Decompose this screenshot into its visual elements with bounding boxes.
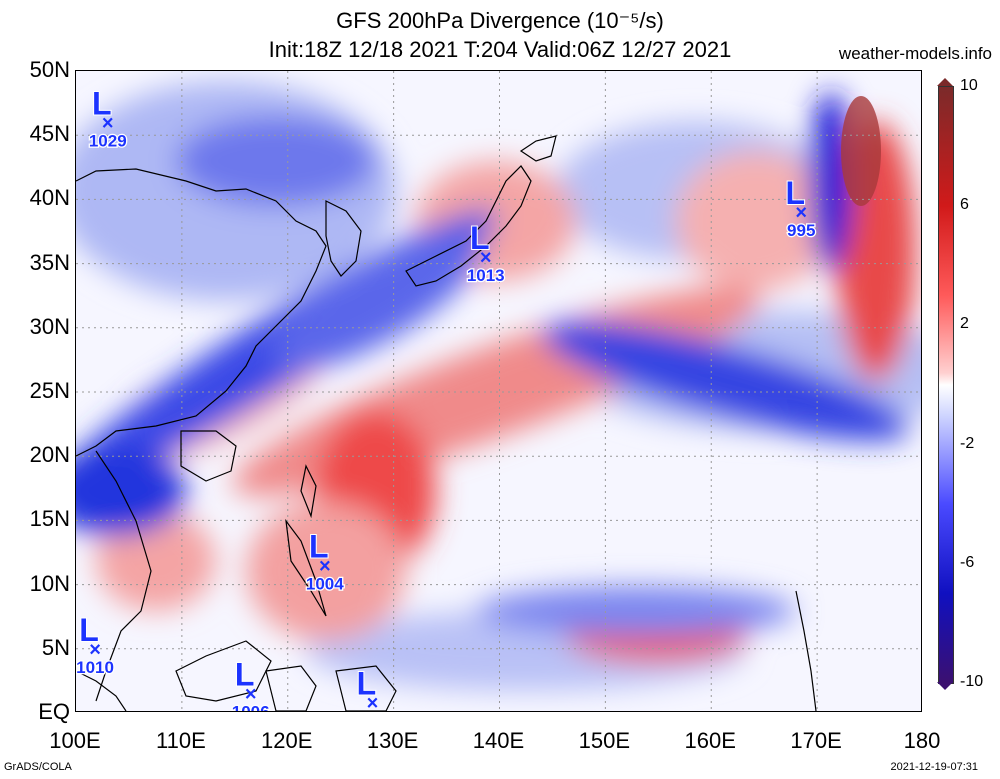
low-marker: L×995 (784, 174, 816, 241)
low-center-mark: × (319, 555, 331, 577)
longitude-label: 160E (684, 728, 736, 753)
low-pressure-markers: L×1029L×1013L×995L×1004L×1010L×1006L×100… (76, 84, 817, 712)
colorbar-tick-label: 6 (960, 196, 969, 214)
low-pressure-value: 1006 (232, 703, 270, 712)
site-watermark: weather-models.info (838, 44, 992, 63)
colorbar-tick-label: -2 (960, 434, 975, 452)
low-marker: L×1006 (352, 665, 392, 712)
low-letter: L (309, 528, 329, 564)
longitude-label: 120E (261, 728, 313, 753)
low-pressure-value: 1004 (306, 574, 344, 593)
low-letter: L (92, 85, 112, 121)
low-center-mark: × (480, 247, 492, 269)
colorbar-tick-label: 2 (960, 315, 969, 333)
map-svg: L×1029L×1013L×995L×1004L×1010L×1006L×100… (76, 71, 921, 712)
low-center-mark: × (102, 112, 114, 134)
low-pressure-value: 995 (787, 221, 815, 240)
low-center-mark: × (795, 202, 807, 224)
low-letter: L (357, 666, 377, 702)
latitude-label: EQ (38, 699, 70, 724)
low-marker: L×1006 (231, 656, 271, 712)
low-marker: L×1029 (88, 84, 128, 151)
longitude-label: 150E (578, 728, 631, 753)
low-center-mark: × (89, 639, 101, 661)
longitude-label: 170E (790, 728, 842, 753)
colorbar-tick-label: -10 (960, 673, 984, 690)
gridlines (76, 71, 921, 711)
coastlines (76, 135, 817, 711)
low-letter: L (235, 657, 255, 693)
low-letter: L (470, 220, 490, 256)
low-marker: L×1004 (305, 527, 346, 594)
divergence-field (76, 81, 921, 691)
chart-subtitle: Init:18Z 12/18 2021 T:204 Valid:06Z 12/2… (268, 37, 732, 62)
colorbar-tick-label: -6 (960, 553, 975, 571)
low-center-mark: × (245, 684, 257, 706)
colorbar-bottom-arrow (937, 682, 953, 690)
latitude-label: 20N (29, 442, 70, 468)
latitude-label: 50N (29, 57, 70, 82)
longitude-label: 100E (49, 728, 101, 753)
low-center-mark: × (367, 693, 379, 712)
latitude-label: 25N (29, 378, 70, 403)
colorbar-top-arrow (937, 78, 953, 86)
low-pressure-value: 1013 (467, 266, 505, 285)
footer-credit: GrADS/COLA (4, 761, 72, 773)
latitude-label: 5N (41, 634, 70, 660)
low-pressure-value: 1029 (89, 131, 127, 150)
divergence-map: L×1029L×1013L×995L×1004L×1010L×1006L×100… (75, 70, 922, 712)
latitude-label: 45N (29, 121, 70, 147)
longitude-label: 180 (903, 728, 941, 753)
colorbar (938, 86, 954, 684)
longitude-label: 130E (366, 728, 419, 753)
latitude-label: 40N (29, 185, 70, 211)
low-marker: L×1010 (76, 611, 115, 678)
low-pressure-value: 1010 (76, 658, 114, 677)
footer-timestamp: 2021-12-19-07:31 (890, 761, 978, 773)
colorbar-tick-label: 10 (960, 77, 978, 94)
longitude-label: 140E (472, 728, 525, 753)
low-letter: L (79, 612, 99, 648)
latitude-label: 35N (29, 249, 70, 275)
latitude-label: 10N (29, 570, 70, 596)
longitude-label: 110E (156, 728, 206, 753)
positive-core (841, 96, 881, 206)
latitude-label: 15N (29, 506, 70, 532)
latitude-label: 30N (29, 313, 70, 339)
chart-title: GFS 200hPa Divergence (10⁻⁵/s) (336, 8, 664, 33)
low-marker: L×1013 (466, 219, 506, 286)
low-letter: L (785, 175, 805, 211)
